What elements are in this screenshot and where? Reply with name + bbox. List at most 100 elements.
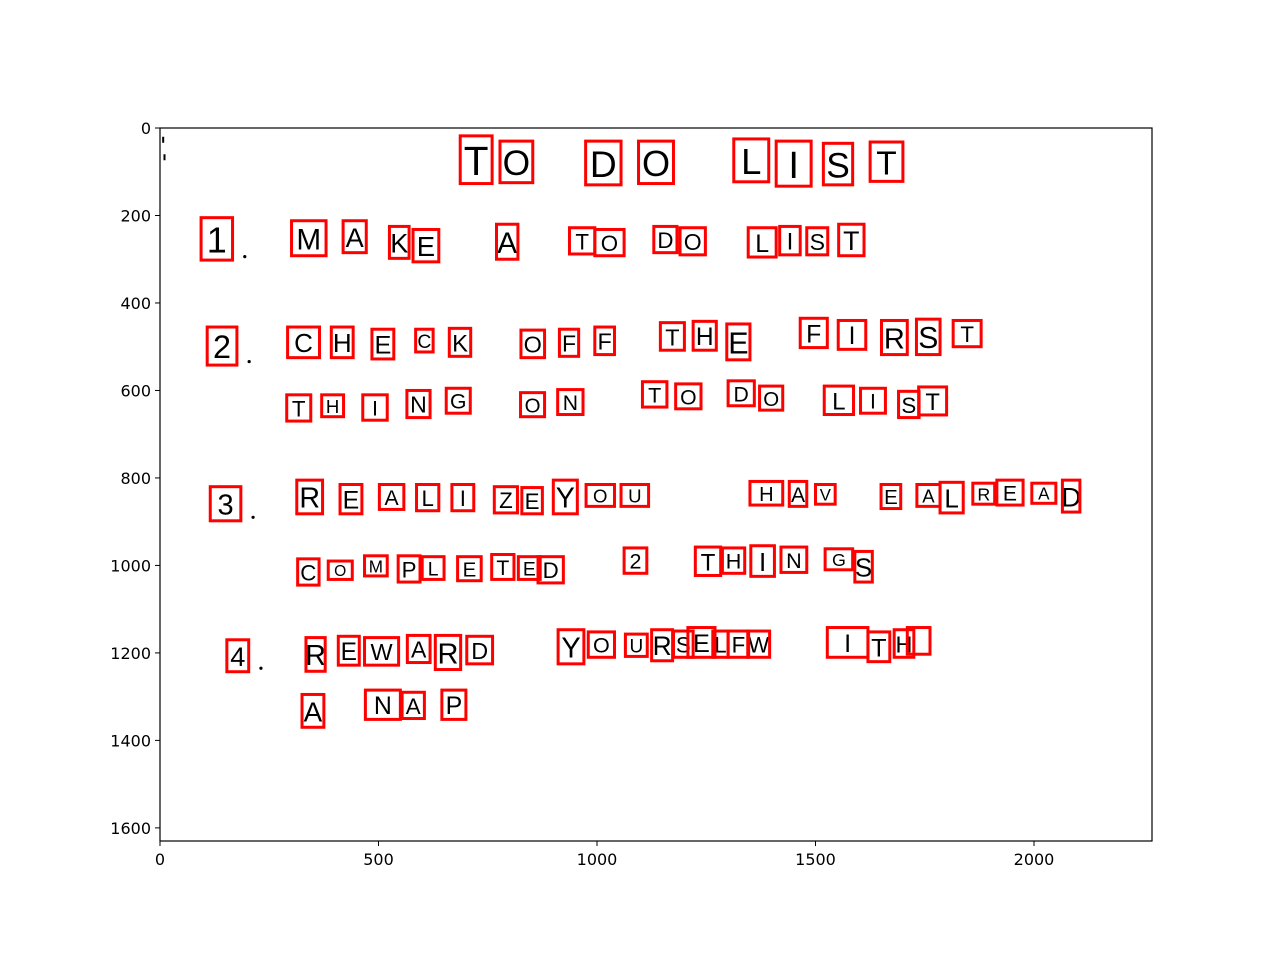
char-bounding-box (619, 483, 651, 508)
handwritten-char: T (876, 145, 896, 182)
char-bounding-box (917, 385, 949, 417)
char-bounding-box (458, 134, 494, 186)
handwritten-char: F (562, 330, 576, 356)
char-bounding-box (938, 480, 965, 515)
x-tick-label: 2000 (1014, 850, 1055, 869)
handwritten-char: G (450, 391, 466, 414)
stray-mark (162, 136, 165, 143)
handwritten-char: N (410, 392, 427, 418)
handwriting-layer: T O D O L I S T1 M A K E A T O D O L I S T2 C H E C K O F F T H E F I R S TT… (162, 136, 1081, 727)
handwritten-char: U (629, 636, 643, 657)
handwritten-char: V (820, 486, 832, 505)
char-bounding-box (971, 481, 997, 506)
char-bounding-box (787, 479, 809, 508)
char-bounding-box (732, 137, 771, 184)
x-tick-label: 0 (155, 850, 165, 869)
list-number-period (247, 359, 251, 364)
char-bounding-box (746, 226, 778, 259)
handwritten-char: I (849, 323, 856, 350)
handwritten-char: 1 (207, 219, 227, 260)
handwritten-char: R (299, 483, 320, 515)
handwritten-char: O (680, 386, 696, 409)
char-bounding-box (551, 478, 579, 516)
char-bounding-box (822, 384, 856, 417)
char-bounding-box (225, 638, 251, 674)
stray-mark (163, 154, 166, 161)
char-bounding-box (1060, 478, 1082, 514)
char-bounding-box (746, 629, 772, 659)
char-bounding-box (725, 322, 752, 362)
handwritten-char: O (593, 633, 610, 658)
char-bounding-box (1030, 481, 1058, 505)
handwritten-char: O (334, 563, 346, 580)
char-bounding-box (286, 325, 322, 360)
handwritten-char: F (732, 633, 746, 658)
char-bounding-box (400, 690, 426, 721)
handwritten-char: F (806, 320, 821, 348)
handwritten-char: C (300, 560, 316, 585)
char-bounding-box (556, 628, 586, 666)
char-bounding-box (420, 555, 446, 581)
handwritten-char: E (693, 630, 710, 658)
char-bounding-box (411, 227, 441, 264)
handwritten-char: H (726, 549, 742, 574)
handwritten-char: P (446, 692, 463, 720)
char-bounding-box (678, 226, 707, 257)
x-tick-label: 1500 (795, 850, 836, 869)
char-bounding-box (914, 317, 942, 357)
char-bounding-box (905, 626, 932, 656)
handwritten-char: E (523, 559, 536, 580)
x-tick-label: 500 (363, 850, 394, 869)
handwritten-char: L (755, 230, 769, 258)
char-bounding-box (494, 222, 520, 261)
char-bounding-box (637, 139, 675, 186)
char-bounding-box (536, 555, 565, 585)
handwritten-char: T (960, 322, 974, 347)
handwritten-char: W (371, 639, 394, 665)
char-bounding-box (779, 545, 809, 574)
char-bounding-box (814, 483, 837, 506)
char-bounding-box (652, 224, 679, 255)
char-bounding-box (444, 386, 472, 415)
char-bounding-box (338, 483, 364, 516)
handwritten-char: L (714, 633, 726, 658)
char-bounding-box (516, 555, 542, 581)
handwritten-char: 4 (230, 641, 245, 672)
axes-frame (159, 127, 1153, 842)
char-bounding-box (798, 316, 829, 350)
y-tick-label: 400 (120, 294, 151, 313)
list-number-period (243, 255, 247, 259)
handwritten-char: A (1038, 485, 1050, 504)
y-tick-label: 1000 (110, 556, 151, 575)
x-tick-label: 1000 (577, 850, 618, 869)
char-bounding-box (584, 483, 616, 508)
char-bounding-box (329, 325, 355, 360)
handwritten-char: H (333, 328, 352, 358)
handwritten-char: I (870, 391, 876, 414)
char-bounding-box (640, 380, 669, 409)
char-bounding-box (593, 227, 626, 258)
handwritten-char: E (1003, 483, 1017, 506)
char-bounding-box (433, 633, 463, 672)
handwritten-char: S (826, 146, 850, 185)
char-bounding-box (758, 384, 785, 412)
y-tick-label: 600 (120, 381, 151, 400)
list-number-period (251, 515, 255, 519)
handwritten-char: S (901, 393, 916, 418)
char-bounding-box (821, 141, 855, 187)
handwritten-char: E (343, 487, 360, 515)
y-axis: 0 200 400 600 800 1000 1200 1400 1600 (110, 119, 160, 838)
char-bounding-box (295, 478, 325, 516)
handwritten-char: T (575, 229, 589, 254)
handwritten-char: D (657, 228, 673, 253)
handwritten-char: D (543, 558, 559, 583)
char-bounding-box (363, 636, 401, 667)
handwritten-char: D (734, 383, 749, 406)
char-bounding-box (778, 224, 802, 257)
handwritten-char: A (346, 222, 365, 253)
handwritten-char: I (460, 486, 466, 511)
char-bounding-box (866, 630, 892, 664)
char-bounding-box (586, 630, 616, 659)
char-bounding-box (853, 549, 874, 584)
list-number-period (259, 666, 263, 670)
